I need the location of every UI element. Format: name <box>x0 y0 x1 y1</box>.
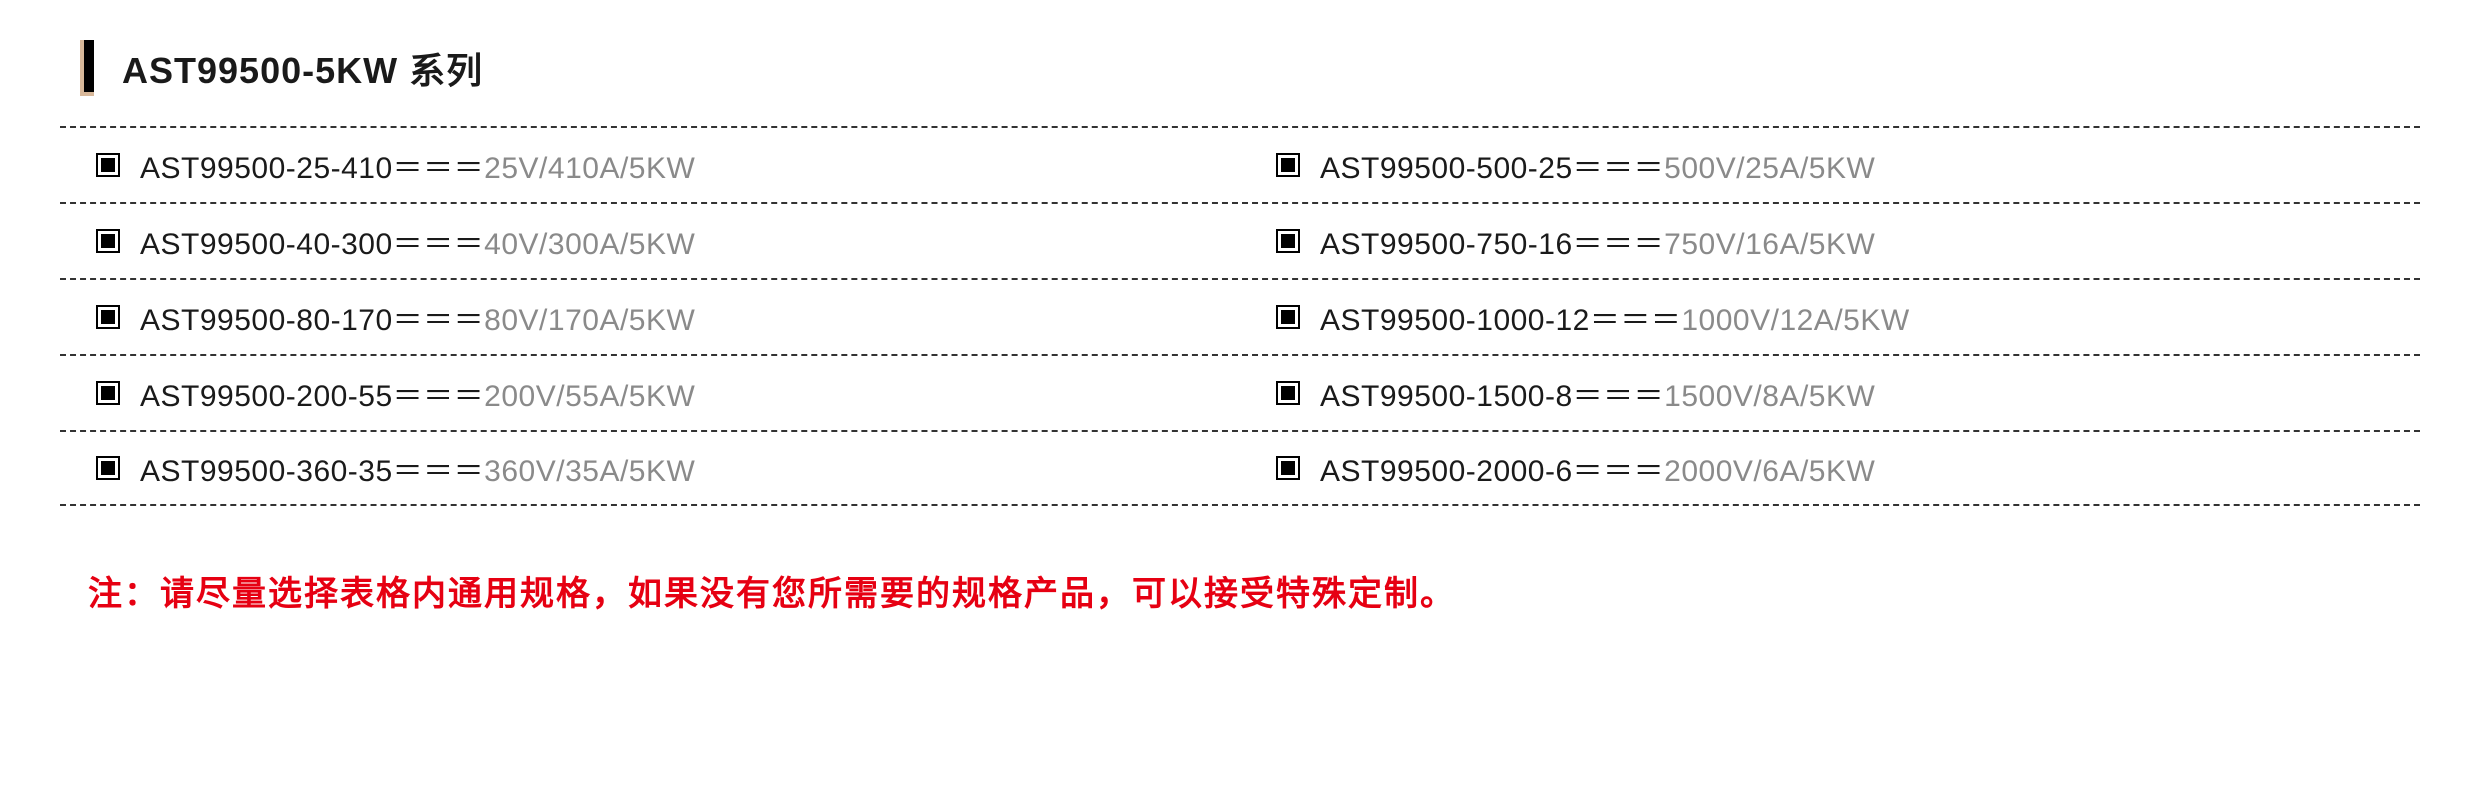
model-code: AST99500-1000-12＝＝＝ <box>1320 304 1681 337</box>
model-code: AST99500-1500-8＝＝＝ <box>1320 380 1664 413</box>
model-code: AST99500-750-16＝＝＝ <box>1320 228 1664 261</box>
table-cell: AST99500-750-16＝＝＝750V/16A/5KW <box>1240 219 2420 263</box>
footer-note: 注：请尽量选择表格内通用规格，如果没有您所需要的规格产品，可以接受特殊定制。 <box>60 566 2420 615</box>
cell-text: AST99500-750-16＝＝＝750V/16A/5KW <box>1320 219 1875 263</box>
model-code: AST99500-40-300＝＝＝ <box>140 228 484 261</box>
spec-value: 200V/55A/5KW <box>484 380 695 413</box>
cell-text: AST99500-1500-8＝＝＝1500V/8A/5KW <box>1320 371 1875 415</box>
model-code: AST99500-80-170＝＝＝ <box>140 304 484 337</box>
spec-value: 2000V/6A/5KW <box>1664 455 1875 488</box>
cell-text: AST99500-360-35＝＝＝360V/35A/5KW <box>140 446 695 490</box>
model-code: AST99500-360-35＝＝＝ <box>140 455 484 488</box>
section-header: AST99500-5KW 系列 <box>60 40 2420 96</box>
table-row: AST99500-40-300＝＝＝40V/300A/5KW AST99500-… <box>60 202 2420 278</box>
spec-value: 1500V/8A/5KW <box>1664 380 1875 413</box>
table-cell: AST99500-2000-6＝＝＝2000V/6A/5KW <box>1240 446 2420 490</box>
model-code: AST99500-500-25＝＝＝ <box>1320 152 1664 185</box>
cell-text: AST99500-25-410＝＝＝25V/410A/5KW <box>140 143 695 187</box>
table-row: AST99500-200-55＝＝＝200V/55A/5KW AST99500-… <box>60 354 2420 430</box>
spec-value: 25V/410A/5KW <box>484 152 695 185</box>
page-title: AST99500-5KW 系列 <box>122 42 483 94</box>
table-cell: AST99500-200-55＝＝＝200V/55A/5KW <box>60 371 1240 415</box>
table-cell: AST99500-80-170＝＝＝80V/170A/5KW <box>60 295 1240 339</box>
table-row: AST99500-360-35＝＝＝360V/35A/5KW AST99500-… <box>60 430 2420 506</box>
cell-text: AST99500-200-55＝＝＝200V/55A/5KW <box>140 371 695 415</box>
square-bullet-icon <box>96 305 120 329</box>
spec-value: 40V/300A/5KW <box>484 228 695 261</box>
table-cell: AST99500-40-300＝＝＝40V/300A/5KW <box>60 219 1240 263</box>
square-bullet-icon <box>1276 456 1300 480</box>
table-row: AST99500-25-410＝＝＝25V/410A/5KW AST99500-… <box>60 126 2420 202</box>
cell-text: AST99500-2000-6＝＝＝2000V/6A/5KW <box>1320 446 1875 490</box>
cell-text: AST99500-80-170＝＝＝80V/170A/5KW <box>140 295 695 339</box>
square-bullet-icon <box>1276 305 1300 329</box>
table-cell: AST99500-500-25＝＝＝500V/25A/5KW <box>1240 143 2420 187</box>
spec-value: 1000V/12A/5KW <box>1681 304 1909 337</box>
square-bullet-icon <box>96 153 120 177</box>
model-code: AST99500-2000-6＝＝＝ <box>1320 455 1664 488</box>
square-bullet-icon <box>96 456 120 480</box>
square-bullet-icon <box>96 381 120 405</box>
spec-value: 80V/170A/5KW <box>484 304 695 337</box>
model-code: AST99500-200-55＝＝＝ <box>140 380 484 413</box>
cell-text: AST99500-1000-12＝＝＝1000V/12A/5KW <box>1320 295 1910 339</box>
square-bullet-icon <box>1276 381 1300 405</box>
cell-text: AST99500-40-300＝＝＝40V/300A/5KW <box>140 219 695 263</box>
table-row: AST99500-80-170＝＝＝80V/170A/5KW AST99500-… <box>60 278 2420 354</box>
table-cell: AST99500-1000-12＝＝＝1000V/12A/5KW <box>1240 295 2420 339</box>
spec-value: 500V/25A/5KW <box>1664 152 1875 185</box>
header-accent-bar <box>80 40 94 96</box>
cell-text: AST99500-500-25＝＝＝500V/25A/5KW <box>1320 143 1875 187</box>
table-cell: AST99500-360-35＝＝＝360V/35A/5KW <box>60 446 1240 490</box>
table-cell: AST99500-25-410＝＝＝25V/410A/5KW <box>60 143 1240 187</box>
spec-value: 360V/35A/5KW <box>484 455 695 488</box>
square-bullet-icon <box>1276 229 1300 253</box>
spec-value: 750V/16A/5KW <box>1664 228 1875 261</box>
spec-table: AST99500-25-410＝＝＝25V/410A/5KW AST99500-… <box>60 126 2420 506</box>
square-bullet-icon <box>1276 153 1300 177</box>
model-code: AST99500-25-410＝＝＝ <box>140 152 484 185</box>
square-bullet-icon <box>96 229 120 253</box>
table-cell: AST99500-1500-8＝＝＝1500V/8A/5KW <box>1240 371 2420 415</box>
